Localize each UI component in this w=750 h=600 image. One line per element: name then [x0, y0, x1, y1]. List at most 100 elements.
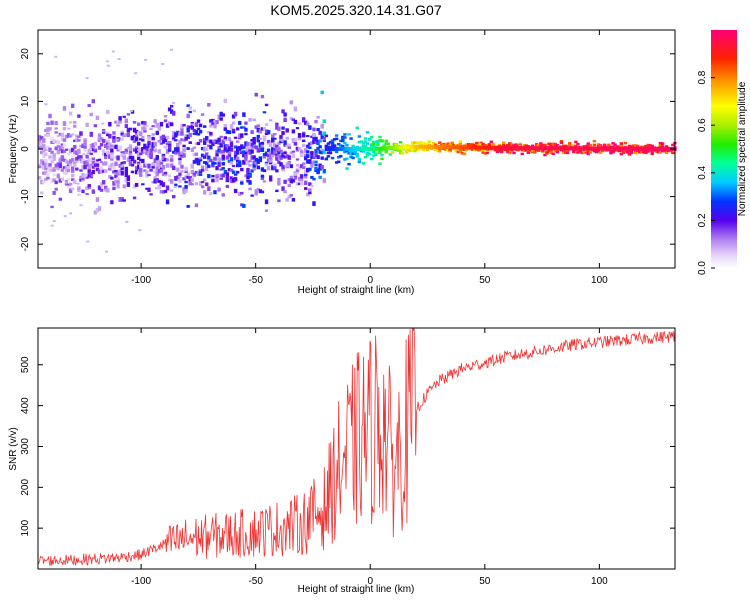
spectrogram-cell	[223, 139, 228, 142]
spectrogram-cell	[553, 144, 557, 148]
spectrogram-cell	[233, 173, 238, 176]
spectrogram-cell	[522, 146, 527, 151]
spectrogram-cell	[330, 142, 335, 145]
spectrogram-cell	[512, 151, 516, 155]
spectrogram-cell	[62, 121, 67, 126]
spectrogram-cell	[73, 150, 77, 155]
spectrogram-cell	[268, 151, 273, 155]
spectrogram-cell	[205, 167, 209, 171]
spectrogram-cell	[153, 176, 157, 180]
spectrogram-cell	[240, 181, 244, 185]
spectrogram-cell	[44, 177, 48, 181]
spectrogram-cell	[169, 48, 173, 51]
spectrogram-cell	[242, 203, 246, 208]
spectrogram-cell	[209, 158, 213, 162]
spectrogram-cell	[627, 144, 632, 148]
spectrogram-cell	[334, 137, 339, 141]
spectrogram-cell	[621, 146, 626, 151]
spectrogram-cell	[248, 150, 252, 155]
spectrogram-cell	[52, 178, 56, 182]
spectrogram-cell	[38, 146, 42, 150]
spectrogram-cell	[318, 175, 322, 179]
spectrogram-cell	[141, 120, 145, 125]
spectrogram-cell	[341, 138, 345, 141]
spectrogram-cell	[347, 133, 351, 136]
spectrogram-cell	[60, 177, 65, 182]
spectrogram-cell	[128, 162, 133, 166]
chart-title: KOM5.2025.320.14.31.G07	[270, 2, 441, 18]
spectrogram-cell	[275, 189, 279, 193]
spectrogram-cell	[629, 151, 634, 155]
spectrogram-cell	[299, 164, 304, 169]
spectrogram-cell	[438, 141, 442, 144]
spectrogram-cell	[172, 101, 176, 104]
spectrogram-cell	[545, 149, 549, 153]
spectrogram-cell	[419, 144, 423, 149]
spectrogram-cell	[213, 156, 217, 160]
spectrogram-cell	[225, 184, 230, 189]
spectrogram-cell	[252, 163, 256, 168]
spectrogram-cell	[211, 163, 215, 168]
spectrogram-cell	[172, 150, 176, 154]
spectrogram-cell	[481, 142, 485, 146]
spectrogram-cell	[648, 144, 652, 147]
spectrogram-cell	[291, 153, 296, 159]
spectrogram-cell	[460, 145, 465, 150]
spectrogram-cell	[46, 145, 50, 150]
spectrogram-cell	[289, 151, 293, 155]
spectrogram-cell	[372, 142, 376, 146]
snr-ytick-label: 400	[20, 397, 31, 414]
spectrogram-cell	[56, 162, 60, 167]
spectrogram-cell	[254, 157, 258, 162]
spectrogram-cell	[365, 142, 370, 145]
spectrogram-cell	[145, 170, 149, 175]
spectrogram-cell	[297, 176, 302, 182]
spectrogram-cell	[165, 149, 170, 154]
spectrogram-cell	[322, 168, 326, 174]
spectrogram-cell	[246, 141, 250, 147]
spectrogram-cell	[89, 163, 93, 167]
spectrogram-cell	[229, 176, 234, 182]
spectrogram-cell	[347, 152, 351, 155]
spectrogram-cell	[157, 140, 162, 143]
spectrogram-cell	[81, 158, 85, 164]
spectrogram-cell	[275, 157, 279, 161]
spectrogram-cell	[343, 136, 347, 139]
spectrogram-cell	[116, 183, 120, 189]
spectrogram-cell	[217, 146, 221, 149]
spectrogram-cell	[64, 148, 69, 151]
spectrogram-cell	[217, 162, 221, 167]
spectrogram-cell	[240, 167, 244, 172]
spectrogram-cell	[48, 164, 52, 170]
spectrogram-cell	[155, 160, 159, 165]
spectrogram-cell	[592, 149, 597, 153]
spectrogram-cell	[293, 142, 298, 146]
spectrogram-cell	[105, 60, 109, 63]
spectrogram-cell	[64, 180, 69, 186]
spectrogram-cell	[64, 134, 69, 139]
spectrogram-cell	[42, 166, 46, 170]
spectrogram-cell	[116, 149, 120, 152]
spectrogram-cell	[155, 156, 159, 162]
spectrogram-cell	[184, 134, 188, 137]
spectrogram-xlabel: Height of straight line (km)	[298, 285, 415, 296]
spectrogram-cell	[341, 145, 345, 148]
spectrogram-cell	[557, 146, 562, 151]
spectrogram-cell	[283, 112, 287, 117]
spectrogram-cell	[93, 141, 98, 147]
spectrogram-cell	[522, 149, 527, 152]
spectrogram-cell	[277, 177, 281, 181]
spectrogram-cell	[254, 160, 258, 166]
spectrogram-cell	[149, 154, 153, 160]
spectrogram-cell	[526, 151, 531, 154]
spectrogram-cell	[198, 157, 203, 161]
spectrogram-cell	[52, 190, 56, 195]
spectrogram-cell	[545, 146, 549, 151]
spectrogram-cell	[223, 124, 228, 130]
spectrogram-cell	[143, 169, 147, 172]
spectrogram-cell	[537, 149, 541, 152]
spectrogram-cell	[54, 146, 58, 151]
spectrogram-cell	[644, 146, 648, 151]
spectrogram-cell	[207, 139, 211, 143]
spectrogram-cell	[182, 153, 186, 158]
